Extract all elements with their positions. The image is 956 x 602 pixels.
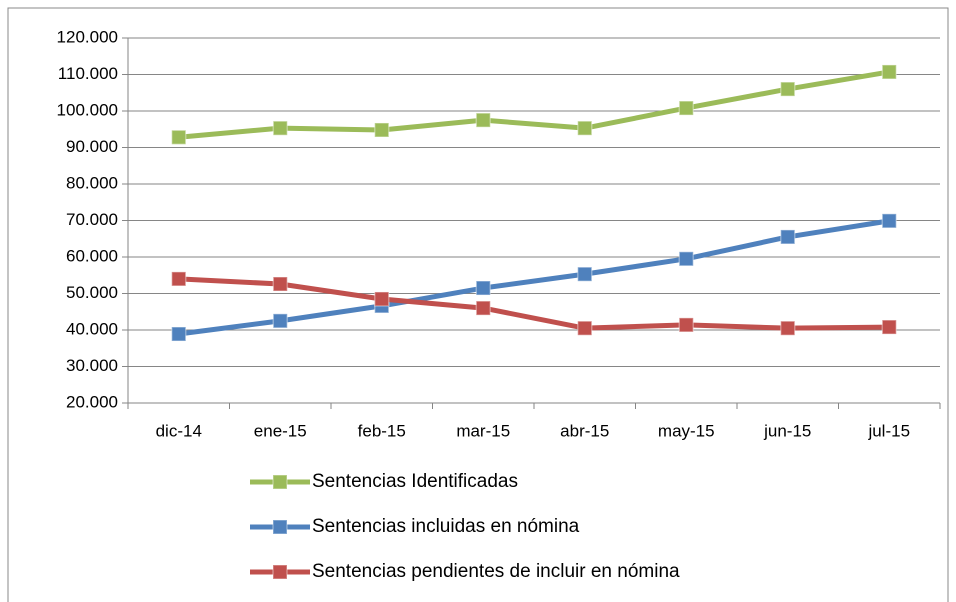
point (374, 291, 390, 307)
point (678, 317, 694, 333)
point (881, 213, 897, 229)
y-tick-label: 120.000 (57, 27, 118, 46)
legend-marker (272, 519, 288, 535)
point (780, 320, 796, 336)
legend-marker (272, 564, 288, 580)
chart-border (7, 7, 949, 602)
point (171, 271, 187, 287)
x-tick-label: mar-15 (456, 421, 510, 440)
point (272, 276, 288, 292)
y-tick-label: 80.000 (66, 173, 118, 192)
y-tick-label: 40.000 (66, 319, 118, 338)
point (780, 229, 796, 245)
x-tick-label: jun-15 (763, 421, 811, 440)
point (374, 122, 390, 138)
y-tick-label: 50.000 (66, 283, 118, 302)
point (780, 81, 796, 97)
legend-label: Sentencias pendientes de incluir en nómi… (312, 561, 680, 582)
point (577, 120, 593, 136)
series-line (178, 276, 890, 331)
legend-label: Sentencias Identificadas (312, 471, 518, 492)
point (678, 100, 694, 116)
x-tick-label: feb-15 (358, 421, 406, 440)
point (577, 320, 593, 336)
point (678, 251, 694, 267)
point (272, 120, 288, 136)
x-tick-label: ene-15 (254, 421, 307, 440)
point (881, 64, 897, 80)
point (475, 280, 491, 296)
x-tick-label: abr-15 (560, 421, 609, 440)
y-tick-label: 70.000 (66, 210, 118, 229)
point (272, 313, 288, 329)
x-tick-label: dic-14 (156, 421, 202, 440)
point (475, 112, 491, 128)
y-tick-label: 30.000 (66, 356, 118, 375)
point (881, 319, 897, 335)
x-tick-label: may-15 (658, 421, 715, 440)
legend-label: Sentencias incluidas en nómina (312, 516, 580, 537)
x-tick-label: jul-15 (867, 421, 910, 440)
series-line (178, 69, 890, 140)
point (171, 129, 187, 146)
series-line (178, 218, 890, 337)
point (577, 266, 593, 282)
y-tick-label: 110.000 (58, 64, 118, 83)
point (475, 300, 491, 316)
y-tick-label: 20.000 (66, 392, 118, 411)
y-tick-label: 90.000 (66, 137, 118, 156)
point (171, 326, 187, 342)
y-tick-label: 60.000 (66, 246, 118, 265)
legend-marker (272, 474, 288, 490)
y-tick-label: 100.000 (57, 100, 118, 119)
